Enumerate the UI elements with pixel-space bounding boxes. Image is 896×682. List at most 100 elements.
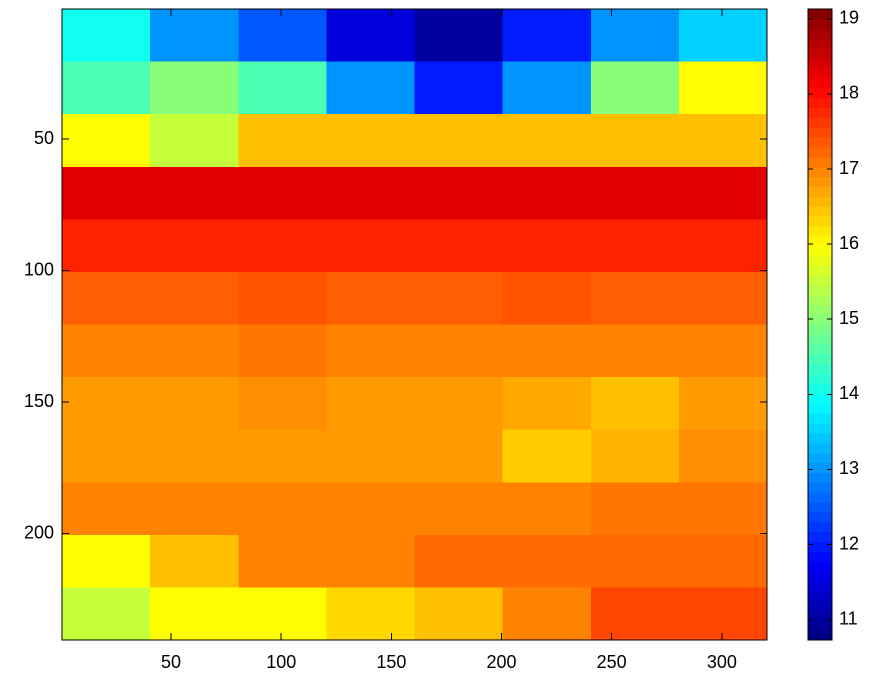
colorbar-step — [808, 285, 832, 295]
colorbar-step — [808, 9, 832, 19]
heatmap-cell — [679, 272, 768, 325]
colorbar-step — [808, 541, 832, 551]
heatmap-cell — [238, 219, 327, 272]
y-tick-label: 100 — [24, 259, 54, 279]
heatmap-cell — [238, 9, 327, 62]
heatmap-cell — [238, 62, 327, 115]
heatmap-cell — [679, 114, 768, 167]
colorbar-step — [808, 137, 832, 147]
colorbar-step — [808, 29, 832, 39]
heatmap-cell — [150, 377, 239, 430]
heatmap-cell — [591, 482, 680, 535]
colorbar-step — [808, 325, 832, 335]
y-tick-label: 50 — [34, 128, 54, 148]
colorbar-step — [808, 177, 832, 187]
heatmap-cell — [150, 62, 239, 115]
x-tick-label: 50 — [161, 652, 181, 672]
colorbar-step — [808, 492, 832, 502]
heatmap-cell — [503, 325, 592, 378]
heatmap-cell — [326, 167, 415, 220]
y-tick-label: 200 — [24, 522, 54, 542]
colorbar-step — [808, 127, 832, 137]
colorbar-step — [808, 630, 832, 640]
colorbar-step — [808, 196, 832, 206]
heatmap-cell — [591, 114, 680, 167]
colorbar-step — [808, 315, 832, 325]
colorbar-step — [808, 117, 832, 127]
heatmap-cell — [62, 219, 151, 272]
colorbar-step — [808, 216, 832, 226]
heatmap-cell — [679, 9, 768, 62]
colorbar-step — [808, 255, 832, 265]
colorbar-step — [808, 147, 832, 157]
heatmap-cell — [503, 430, 592, 483]
heatmap-cell — [679, 219, 768, 272]
heatmap-cell — [238, 167, 327, 220]
heatmap-cell — [679, 377, 768, 430]
colorbar-label: 17 — [839, 158, 859, 178]
colorbar-step — [808, 502, 832, 512]
heatmap-cell — [679, 62, 768, 115]
heatmap-cell — [238, 272, 327, 325]
heatmap-cell — [326, 272, 415, 325]
colorbar-step — [808, 571, 832, 581]
heatmap-cell — [62, 167, 151, 220]
colorbar-step — [808, 295, 832, 305]
heatmap-cell — [150, 9, 239, 62]
x-tick-label: 200 — [487, 652, 517, 672]
heatmap-cell — [679, 535, 768, 588]
colorbar-label: 14 — [839, 383, 859, 403]
colorbar-label: 11 — [839, 608, 858, 628]
colorbar-step — [808, 39, 832, 49]
heatmap-cell — [503, 219, 592, 272]
heatmap-cell — [62, 587, 151, 640]
colorbar-step — [808, 522, 832, 532]
heatmap-cell — [503, 272, 592, 325]
colorbar-step — [808, 463, 832, 473]
heatmap-cell — [150, 535, 239, 588]
heatmap-cell — [503, 535, 592, 588]
x-tick-label: 100 — [266, 652, 296, 672]
heatmap-cell — [503, 587, 592, 640]
colorbar-step — [808, 167, 832, 177]
colorbar-step — [808, 68, 832, 78]
colorbar-step — [808, 443, 832, 453]
heatmap-cell — [679, 325, 768, 378]
heatmap-cell — [62, 272, 151, 325]
x-tick-label: 150 — [376, 652, 406, 672]
colorbar-step — [808, 246, 832, 256]
heatmap-cell — [150, 167, 239, 220]
heatmap-cell — [326, 535, 415, 588]
heatmap-cell — [591, 587, 680, 640]
heatmap-cell — [326, 219, 415, 272]
heatmap-cell — [62, 325, 151, 378]
heatmap-cell — [591, 377, 680, 430]
colorbar-label: 16 — [839, 233, 859, 253]
colorbar-step — [808, 344, 832, 354]
colorbar-step — [808, 265, 832, 275]
heatmap-cell — [415, 114, 504, 167]
heatmap-cell — [150, 114, 239, 167]
heatmap-cell — [503, 9, 592, 62]
heatmap-cell — [679, 430, 768, 483]
heatmap-cell — [150, 272, 239, 325]
colorbar-step — [808, 601, 832, 611]
heatmap-cell — [326, 114, 415, 167]
colorbar-step — [808, 157, 832, 167]
heatmap-cell — [591, 272, 680, 325]
colorbar-step — [808, 551, 832, 561]
heatmap-cell — [62, 535, 151, 588]
colorbar-label: 13 — [839, 458, 859, 478]
heatmap-cell — [503, 62, 592, 115]
heatmap-cell — [591, 430, 680, 483]
colorbar-label: 18 — [839, 83, 859, 103]
heatmap-cell — [415, 430, 504, 483]
heatmap-cell — [326, 9, 415, 62]
colorbar-step — [808, 423, 832, 433]
colorbar-step — [808, 58, 832, 68]
colorbar-step — [808, 433, 832, 443]
heatmap-cell — [415, 62, 504, 115]
heatmap-cell — [415, 535, 504, 588]
colorbar-step — [808, 206, 832, 216]
colorbar-label: 19 — [839, 8, 859, 28]
